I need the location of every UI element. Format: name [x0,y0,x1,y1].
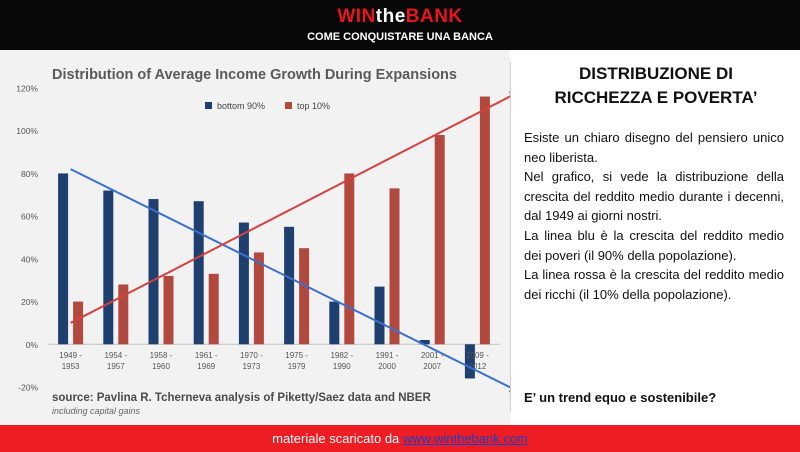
bar-top10-5 [299,248,310,345]
tagline: COME CONQUISTARE UNA BANCA [307,31,493,43]
income-growth-chart: Distribution of Average Income Growth Du… [16,67,520,416]
chart-panel: Distribution of Average Income Growth Du… [0,50,520,425]
y-tick-label: 120% [16,84,38,94]
brand-logo: WINtheBANK [0,6,800,28]
x-tick-label: 2007 [423,362,441,371]
blue-trend-arrow [70,168,520,393]
x-tick-label: 2000 [378,362,396,371]
closing-question: E’ un trend equo e sostenibile? [524,390,717,405]
x-tick-label: 1973 [243,362,261,371]
bar-bottom90-6 [329,301,340,345]
bar-top10-8 [434,134,445,345]
x-tick-label: 1957 [107,362,125,371]
x-tick-label: 1953 [62,362,80,371]
footer-text: materiale scaricato da [272,431,403,446]
brand-win: WIN [337,6,376,27]
chart-note: including capital gains [52,406,141,416]
bar-bottom90-4 [238,222,249,345]
x-tick-label: 1960 [152,362,170,371]
y-tick-label: 40% [21,254,38,264]
section-title: DISTRIBUZIONE DI RICCHEZZA E POVERTA’ [512,62,800,110]
x-tick-label: 1949 - [59,351,82,360]
bar-top10-6 [344,173,355,345]
bar-bottom90-2 [148,199,159,345]
x-tick-label: 2001 - [421,351,444,360]
bar-top10-3 [208,273,219,345]
x-tick-label: 1975 - [285,351,308,360]
bar-top10-0 [73,301,84,345]
section-title-line2: RICCHEZZA E POVERTA’ [554,88,758,107]
y-tick-label: 0% [26,340,39,350]
legend-label-0: bottom 90% [217,101,265,111]
y-tick-label: 100% [16,126,38,136]
chart-title: Distribution of Average Income Growth Du… [52,67,457,83]
x-tick-label: 1970 - [240,351,263,360]
paragraph-1: Esiste un chiaro disegno del pensiero un… [524,130,784,165]
trend-lines [70,91,520,393]
y-tick-label: -20% [18,383,38,393]
bar-bottom90-7 [374,286,385,345]
x-tick-label: 1958 - [150,351,173,360]
x-tick-label: 1954 - [104,351,127,360]
chart-source: source: Pavlina R. Tcherneva analysis of… [52,392,431,404]
footer-bar: materiale scaricato da www.winthebank.co… [0,425,800,452]
chart-legend: bottom 90% top 10% [205,101,330,111]
text-panel: DISTRIBUZIONE DI RICCHEZZA E POVERTA’ Es… [512,50,800,425]
x-tick-label: 1982 - [330,351,353,360]
bar-bottom90-8 [419,340,430,345]
header-bar: WINtheBANK COME CONQUISTARE UNA BANCA [0,0,800,50]
section-title-line1: DISTRIBUZIONE DI [579,64,733,83]
x-tick-label: 1979 [288,362,306,371]
x-tick-label: 1990 [333,362,351,371]
x-tick-label: 1991 - [376,351,399,360]
bar-bottom90-1 [103,190,114,345]
legend-swatch-1 [285,102,292,109]
y-tick-label: 20% [21,297,38,307]
bar-top10-7 [389,188,400,345]
paragraph-4: La linea rossa è la crescita del reddito… [524,267,784,302]
panel-divider [510,62,511,412]
x-tick-label: 2009 - [466,351,489,360]
bar-bottom90-0 [58,173,69,345]
red-trend-arrow [70,91,520,324]
x-axis: 1949 - 1953 1954 - 1957 1958 - 1960 1961 - 1969… [59,351,489,371]
brand-bank: BANK [405,6,463,27]
bar-bottom90-9 [464,344,475,379]
bar-top10-4 [253,252,264,345]
y-tick-label: 80% [21,169,38,179]
footer-link[interactable]: www.winthebank.com [402,431,528,446]
x-tick-label: 2012 [469,362,487,371]
bar-top10-1 [118,284,129,345]
legend-label-1: top 10% [297,101,330,111]
x-tick-label: 1969 [197,362,215,371]
bar-bottom90-5 [284,226,295,345]
bar-top10-2 [163,275,174,345]
bars-group [58,96,490,379]
legend-swatch-0 [205,102,212,109]
bar-top10-9 [479,96,490,345]
body-text: Esiste un chiaro disegno del pensiero un… [524,128,784,304]
y-tick-label: 60% [21,212,38,222]
paragraph-2: Nel grafico, si vede la distribuzione de… [524,169,784,224]
bar-bottom90-3 [193,201,204,345]
brand-the: the [375,6,406,27]
x-tick-label: 1961 - [195,351,218,360]
paragraph-3: La linea blu è la crescita del reddito m… [524,227,784,263]
